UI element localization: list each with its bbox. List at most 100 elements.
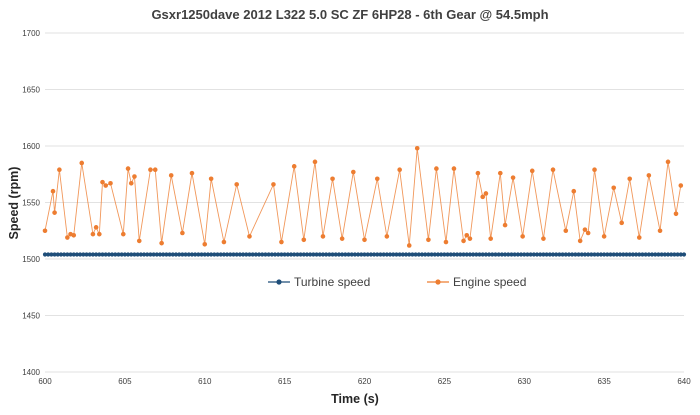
data-point xyxy=(253,252,258,257)
data-point xyxy=(538,252,543,257)
data-point xyxy=(81,252,86,257)
data-point xyxy=(414,145,420,151)
data-point xyxy=(177,252,182,257)
data-point xyxy=(410,252,415,257)
data-point xyxy=(119,252,124,257)
data-point xyxy=(42,252,48,257)
data-point xyxy=(129,252,134,257)
data-point xyxy=(497,170,503,176)
data-point xyxy=(135,252,140,257)
series-0 xyxy=(42,252,687,257)
data-point xyxy=(317,252,322,257)
data-point xyxy=(365,252,370,257)
data-point xyxy=(416,252,421,257)
data-point xyxy=(490,252,495,257)
data-point xyxy=(205,252,211,257)
data-point xyxy=(327,252,332,257)
data-point xyxy=(193,252,198,257)
data-point xyxy=(515,252,520,257)
data-point xyxy=(426,237,431,243)
data-point xyxy=(502,252,508,257)
data-point xyxy=(301,237,307,243)
data-point xyxy=(627,252,632,257)
data-point xyxy=(480,252,485,257)
data-point xyxy=(653,252,658,257)
data-point xyxy=(84,252,89,257)
data-point xyxy=(573,252,578,257)
data-point xyxy=(445,252,450,257)
x-tick-label: 635 xyxy=(597,377,611,386)
data-point xyxy=(87,252,92,257)
data-point xyxy=(443,239,449,245)
data-point xyxy=(673,211,679,217)
data-point xyxy=(646,252,651,257)
data-point xyxy=(108,180,113,186)
y-tick-label: 1700 xyxy=(22,29,40,38)
data-point xyxy=(483,252,489,257)
data-point xyxy=(314,252,319,257)
data-point xyxy=(525,252,530,257)
data-point xyxy=(346,252,351,257)
data-point xyxy=(371,252,377,257)
tick-layer: 1400 1450 1500 1550 1600 1650 1700 600 605 610 615… xyxy=(22,29,691,386)
data-point xyxy=(403,252,409,257)
data-point xyxy=(406,243,412,248)
data-point xyxy=(471,252,476,257)
data-point xyxy=(295,252,300,257)
data-point xyxy=(221,239,227,245)
data-point xyxy=(68,252,73,257)
data-point xyxy=(110,252,115,257)
data-point xyxy=(356,252,361,257)
data-point xyxy=(464,232,470,238)
data-point xyxy=(97,231,102,237)
data-point xyxy=(237,252,242,257)
legend: Turbine speed Engine speed xyxy=(268,275,526,289)
data-point xyxy=(483,191,489,196)
data-point xyxy=(659,252,664,257)
data-point xyxy=(308,252,313,257)
data-point xyxy=(301,252,306,257)
data-point xyxy=(173,252,179,257)
data-point xyxy=(595,252,600,257)
data-point xyxy=(570,252,575,257)
data-point xyxy=(400,252,405,257)
data-point xyxy=(49,252,54,257)
data-point xyxy=(209,252,214,257)
data-point xyxy=(339,236,345,241)
data-point xyxy=(675,252,680,257)
data-point xyxy=(541,236,546,241)
data-point xyxy=(330,176,335,182)
data-point xyxy=(93,225,99,230)
data-point xyxy=(71,232,77,238)
data-point xyxy=(57,167,62,173)
data-point xyxy=(151,252,156,257)
x-tick-label: 620 xyxy=(358,377,372,386)
data-point xyxy=(74,252,80,257)
data-point xyxy=(598,252,604,257)
data-point xyxy=(397,252,402,257)
data-point xyxy=(381,252,386,257)
data-point xyxy=(94,252,99,257)
data-point xyxy=(601,234,607,239)
data-point xyxy=(122,252,127,257)
data-point xyxy=(132,252,137,257)
data-point xyxy=(592,167,597,173)
data-point xyxy=(455,252,460,257)
data-point xyxy=(611,185,617,191)
data-point xyxy=(646,173,652,178)
data-point xyxy=(71,252,76,257)
data-point xyxy=(202,252,207,257)
legend-label: Engine speed xyxy=(453,275,526,289)
data-point xyxy=(488,236,494,241)
data-point xyxy=(320,252,326,257)
data-point xyxy=(586,252,591,257)
y-tick-label: 1500 xyxy=(22,255,40,264)
data-point xyxy=(218,252,223,257)
data-point xyxy=(665,252,671,257)
data-point xyxy=(324,252,329,257)
data-point xyxy=(260,252,265,257)
data-point xyxy=(534,252,540,257)
data-point xyxy=(522,252,527,257)
data-point xyxy=(467,236,473,241)
